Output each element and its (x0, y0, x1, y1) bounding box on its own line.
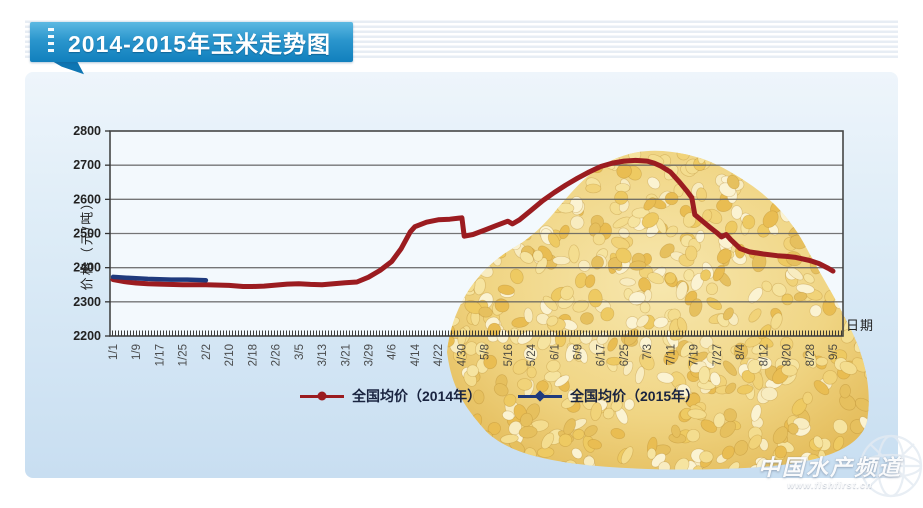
x-tick-label: 6/1 (549, 344, 561, 360)
y-tick-label: 2600 (73, 192, 101, 206)
legend-label-2015: 全国均价（2015年） (570, 388, 700, 404)
y-tick-label: 2200 (73, 329, 101, 343)
x-tick-label: 1/9 (131, 344, 143, 360)
x-tick-label: 6/17 (596, 344, 608, 366)
x-tick-label: 2/18 (247, 344, 259, 366)
x-tick-label: 3/21 (340, 344, 352, 366)
x-tick-label: 4/22 (433, 344, 445, 366)
x-tick-label: 4/14 (410, 343, 422, 366)
x-tick-label: 1/17 (154, 344, 166, 366)
x-tick-label: 2/10 (224, 344, 236, 366)
legend-item-2014: 全国均价（2014年） (300, 386, 481, 406)
y-axis-title: 价格（元/吨） (79, 194, 95, 291)
x-tick-label: 1/25 (178, 344, 190, 366)
x-tick-label: 9/5 (828, 344, 840, 360)
series-line-2015 (110, 274, 209, 283)
x-tick-label: 3/5 (294, 344, 306, 360)
x-tick-label: 2/2 (201, 344, 213, 360)
globe-icon (859, 434, 923, 498)
x-tick-label: 6/9 (573, 344, 585, 360)
x-tick-label: 5/16 (503, 344, 515, 366)
legend-marker-circle-icon (317, 391, 327, 401)
y-tick-label: 2300 (73, 295, 101, 309)
x-tick-label: 8/4 (735, 343, 747, 360)
legend-item-2015: 全国均价（2015年） (518, 386, 699, 406)
x-tick-label: 6/25 (619, 344, 631, 366)
legend-line-2014-icon (300, 391, 344, 401)
x-tick-label: 5/8 (480, 344, 492, 360)
legend-marker-diamond-icon (534, 390, 546, 402)
title-banner: 2014-2015年玉米走势图 (30, 22, 353, 62)
x-tick-label: 8/20 (782, 344, 794, 366)
x-tick-label: 3/13 (317, 344, 329, 366)
x-tick-label: 1/1 (108, 344, 120, 360)
x-tick-label: 7/3 (642, 344, 654, 360)
series-line-2014 (110, 157, 836, 289)
x-tick-label: 4/30 (456, 344, 468, 366)
x-tick-label: 7/11 (665, 344, 677, 366)
x-tick-label: 2/26 (271, 344, 283, 366)
banner-dots-decor (48, 28, 54, 56)
y-tick-label: 2400 (73, 261, 101, 275)
x-axis-title: 日期 (846, 318, 875, 333)
y-tick-label: 2800 (73, 124, 101, 138)
x-tick-label: 8/12 (758, 344, 770, 366)
x-tick-label: 3/29 (363, 344, 375, 366)
page-title: 2014-2015年玉米走势图 (68, 31, 331, 57)
legend-line-2015-icon (518, 390, 562, 402)
x-tick-label: 7/27 (712, 344, 724, 366)
y-tick-label: 2500 (73, 227, 101, 241)
x-tick-label: 4/6 (387, 344, 399, 360)
legend-label-2014: 全国均价（2014年） (352, 388, 482, 404)
x-tick-label: 7/19 (689, 344, 701, 366)
x-tick-label: 8/28 (805, 344, 817, 366)
y-tick-label: 2700 (73, 158, 101, 172)
x-tick-label: 5/24 (526, 343, 538, 366)
